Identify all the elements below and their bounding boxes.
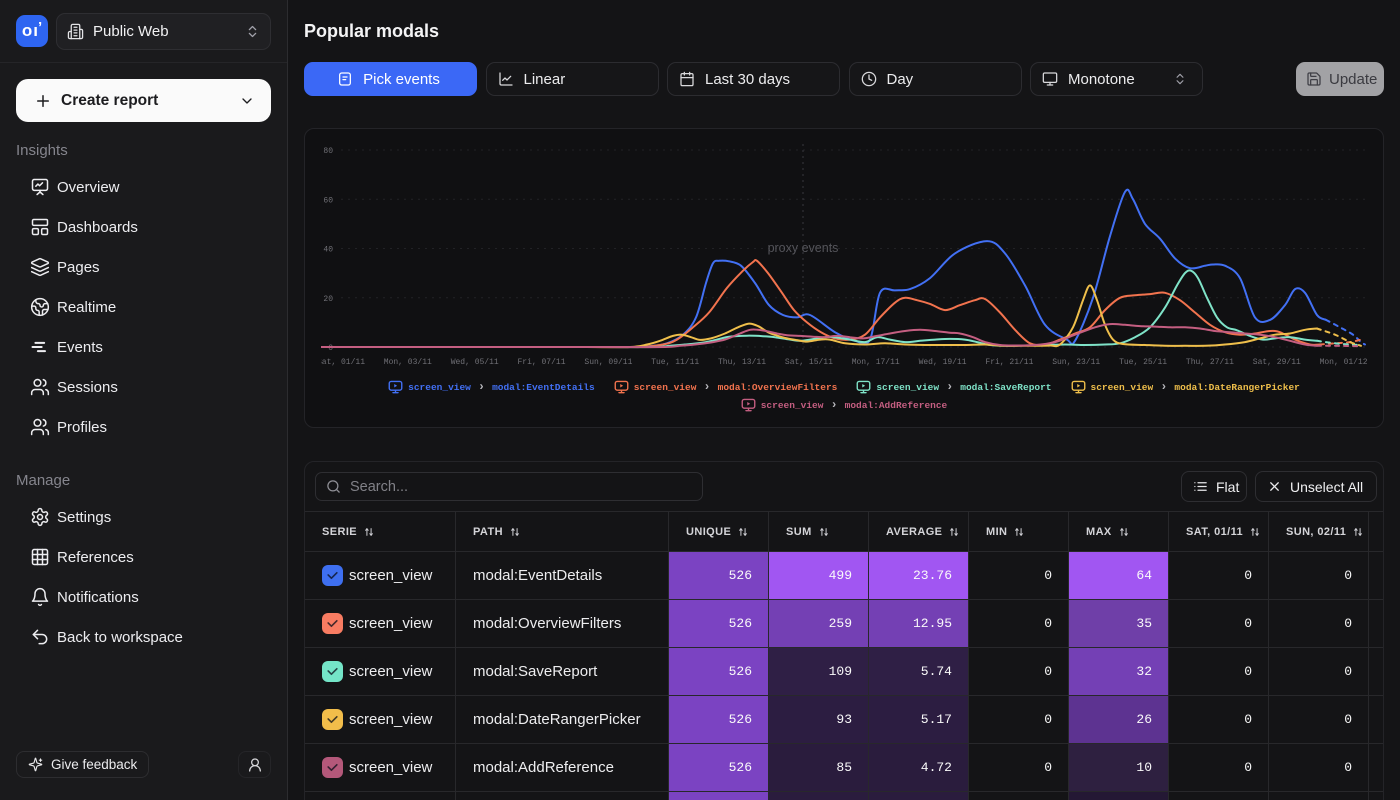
- svg-text:Tue, 25/11: Tue, 25/11: [1119, 358, 1167, 367]
- svg-text:Sat, 01/11: Sat, 01/11: [321, 358, 365, 367]
- svg-text:Mon, 17/11: Mon, 17/11: [852, 358, 900, 367]
- svg-text:80: 80: [323, 147, 333, 156]
- svg-text:Thu, 13/11: Thu, 13/11: [718, 358, 766, 367]
- svg-text:20: 20: [323, 295, 333, 304]
- svg-text:proxy events: proxy events: [768, 241, 839, 255]
- svg-text:Sun, 09/11: Sun, 09/11: [584, 358, 632, 367]
- svg-text:0: 0: [328, 344, 333, 353]
- svg-text:Wed, 19/11: Wed, 19/11: [919, 358, 967, 367]
- svg-text:Wed, 05/11: Wed, 05/11: [451, 358, 499, 367]
- svg-text:Sat, 29/11: Sat, 29/11: [1253, 358, 1301, 367]
- svg-text:60: 60: [323, 196, 333, 205]
- svg-text:Thu, 27/11: Thu, 27/11: [1186, 358, 1234, 367]
- svg-text:Mon, 03/11: Mon, 03/11: [384, 358, 432, 367]
- svg-text:Sat, 15/11: Sat, 15/11: [785, 358, 833, 367]
- svg-text:Tue, 11/11: Tue, 11/11: [651, 358, 699, 367]
- svg-text:Fri, 21/11: Fri, 21/11: [985, 358, 1033, 367]
- svg-text:Fri, 07/11: Fri, 07/11: [517, 358, 565, 367]
- svg-text:Mon, 01/12: Mon, 01/12: [1320, 358, 1367, 367]
- svg-text:40: 40: [323, 246, 333, 255]
- svg-text:Sun, 23/11: Sun, 23/11: [1052, 358, 1100, 367]
